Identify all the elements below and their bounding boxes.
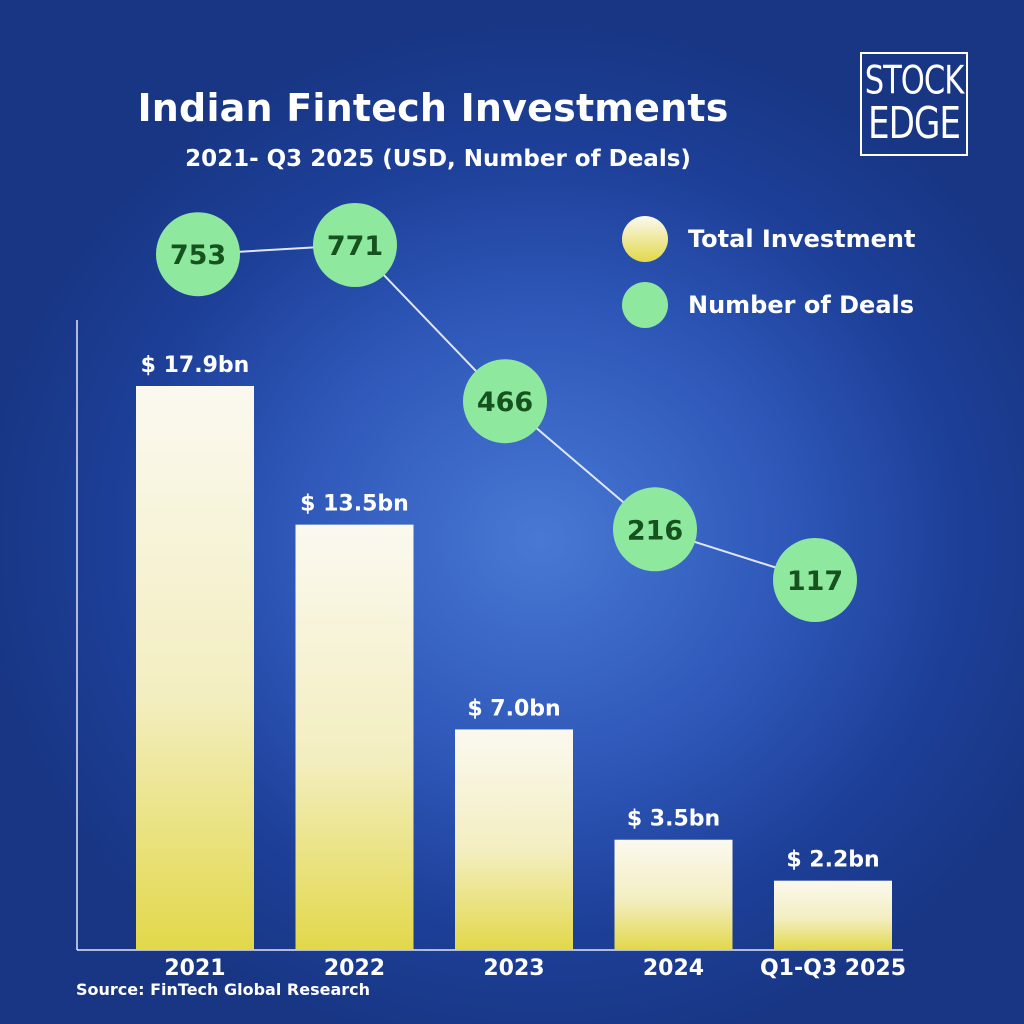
deal-value-label-2022: 771 (327, 231, 383, 262)
deals-line-series: 753 771 466 216 117 (156, 203, 857, 622)
bar-2022 (295, 524, 414, 950)
logo-line-1: STOCK (864, 58, 965, 104)
bar-value-label-2022: $ 13.5bn (300, 492, 409, 517)
bar-value-label-q1-q3-2025: $ 2.2bn (786, 848, 879, 873)
legend-label-total-investment: Total Investment (688, 225, 916, 253)
deal-point-2022 (313, 203, 397, 287)
bar-value-labels: $ 17.9bn $ 13.5bn $ 7.0bn $ 3.5bn $ 2.2bn (141, 353, 880, 873)
bar-2021 (136, 386, 254, 950)
bar-2024 (614, 839, 733, 950)
x-tick-labels: 2021 2022 2023 2024 Q1-Q3 2025 (164, 956, 906, 981)
deal-point-2024 (613, 487, 697, 572)
legend-label-number-of-deals: Number of Deals (688, 291, 915, 319)
logo-line-2: EDGE (867, 97, 961, 149)
chart-subtitle: 2021- Q3 2025 (USD, Number of Deals) (185, 146, 691, 172)
source-note: Source: FinTech Global Research (76, 980, 371, 999)
bar-2023 (455, 729, 573, 950)
legend-item-total-investment: Total Investment (622, 216, 915, 262)
x-tick-label-q1-q3-2025: Q1-Q3 2025 (760, 956, 906, 981)
bar-series (136, 386, 892, 950)
bar-value-label-2024: $ 3.5bn (627, 807, 720, 832)
stockedge-logo: STOCK EDGE (860, 52, 968, 156)
bar-q1-q3-2025 (774, 880, 892, 950)
bar-value-label-2021: $ 17.9bn (141, 353, 250, 378)
deal-value-label-q1-q3-2025: 117 (787, 566, 843, 597)
x-tick-label-2023: 2023 (483, 956, 544, 981)
legend-swatch-bar (622, 216, 668, 262)
deal-point-2023 (463, 359, 547, 444)
x-tick-label-2021: 2021 (164, 956, 225, 981)
deal-point-2021 (156, 212, 240, 297)
deal-point-q1-q3-2025 (773, 538, 857, 622)
deal-value-label-2023: 466 (477, 387, 533, 418)
legend-item-number-of-deals: Number of Deals (622, 282, 914, 328)
deal-value-label-2024: 216 (627, 515, 683, 546)
bar-value-label-2023: $ 7.0bn (467, 696, 560, 721)
x-tick-label-2022: 2022 (324, 956, 385, 981)
deal-value-label-2021: 753 (170, 240, 226, 271)
x-tick-label-2024: 2024 (643, 956, 704, 981)
chart-title: Indian Fintech Investments (137, 86, 729, 130)
legend-swatch-circle (622, 282, 668, 328)
